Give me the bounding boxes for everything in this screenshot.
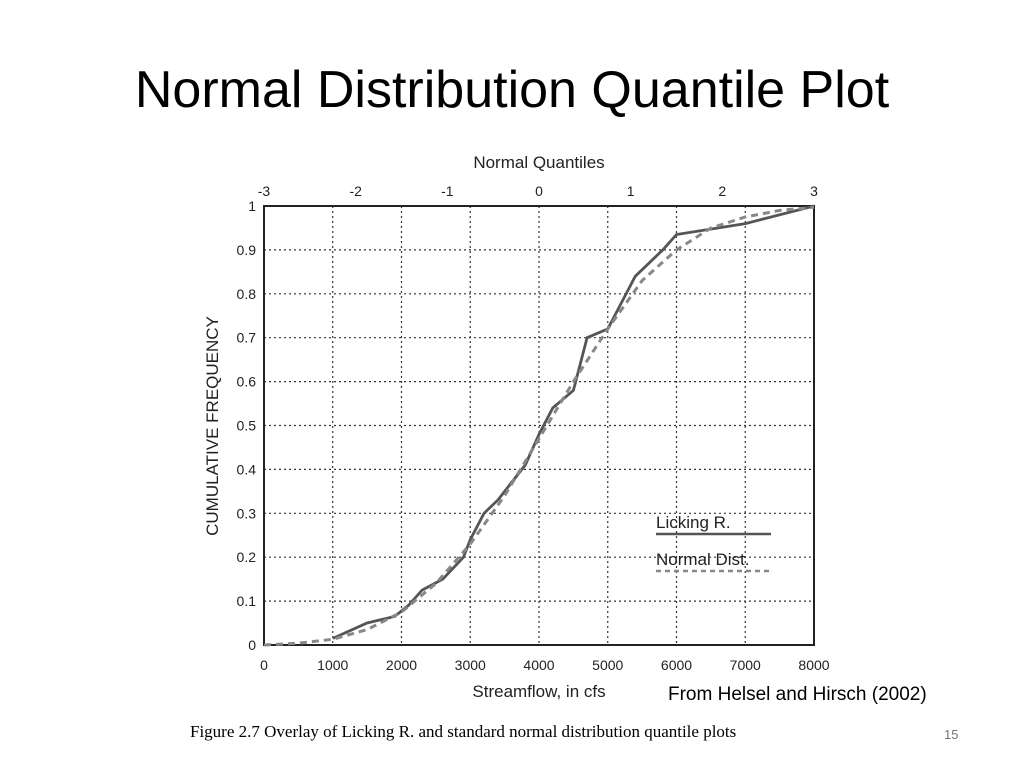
- y-axis-title: CUMULATIVE FREQUENCY: [203, 316, 222, 536]
- y-tick-label: 0.5: [237, 418, 257, 434]
- y-tick-label: 0.9: [237, 242, 257, 258]
- series-lines: [263, 204, 815, 647]
- x-axis-title: Streamflow, in cfs: [472, 682, 605, 701]
- top-tick-label: -1: [441, 183, 454, 199]
- top-tick-label: 2: [718, 183, 726, 199]
- y-tick-label: 0.8: [237, 286, 257, 302]
- x-tick-label: 0: [260, 657, 268, 673]
- legend-label: Licking R.: [656, 513, 731, 532]
- plot-frame: [263, 205, 815, 646]
- top-tick-label: -2: [349, 183, 362, 199]
- axis-ticks: 0 1000 2000 3000 4000 5000 6000 7000 8000 0 0.1 0.2…: [237, 183, 830, 673]
- y-tick-label: 0.2: [237, 549, 257, 565]
- series-line-normal-dist: [263, 205, 815, 647]
- y-tick-label: 0.7: [237, 330, 257, 346]
- slide-title: Normal Distribution Quantile Plot: [134, 61, 890, 119]
- series-line-licking-r: [332, 204, 815, 640]
- x-tick-label: 4000: [523, 657, 554, 673]
- top-tick-label: 1: [627, 183, 635, 199]
- x-tick-label: 1000: [317, 657, 348, 673]
- legend: Licking R. Normal Dist.: [656, 513, 771, 573]
- x-tick-label: 5000: [592, 657, 623, 673]
- x-tick-label: 6000: [661, 657, 692, 673]
- y-tick-label: 0.3: [237, 505, 257, 521]
- top-tick-label: 3: [810, 183, 818, 199]
- figure-caption: Figure 2.7 Overlay of Licking R. and sta…: [190, 722, 737, 741]
- y-tick-label: 0: [248, 637, 256, 653]
- citation: From Helsel and Hirsch (2002): [668, 684, 927, 705]
- y-tick-label: 0.1: [237, 593, 257, 609]
- x-tick-label: 8000: [798, 657, 829, 673]
- top-tick-label: 0: [535, 183, 543, 199]
- slide-number: 15: [944, 727, 959, 742]
- legend-label: Normal Dist.: [656, 550, 750, 569]
- top-axis-title: Normal Quantiles: [473, 153, 604, 172]
- y-tick-label: 0.6: [237, 374, 257, 390]
- y-tick-label: 0.4: [237, 461, 257, 477]
- y-tick-label: 1: [248, 198, 256, 214]
- top-tick-label: -3: [258, 183, 271, 199]
- x-tick-label: 3000: [455, 657, 486, 673]
- x-tick-label: 2000: [386, 657, 417, 673]
- grid-lines: [264, 206, 814, 645]
- x-tick-label: 7000: [730, 657, 761, 673]
